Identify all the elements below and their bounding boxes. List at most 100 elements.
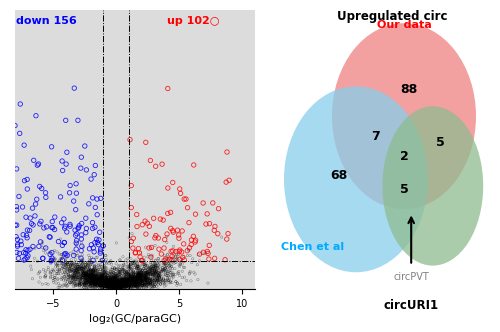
Point xyxy=(101,279,109,285)
Point xyxy=(112,280,120,285)
Point xyxy=(72,242,80,247)
Point xyxy=(144,272,152,277)
Point xyxy=(121,283,129,289)
Point xyxy=(72,277,80,282)
Point xyxy=(96,282,104,287)
Point xyxy=(94,283,102,288)
Point xyxy=(92,277,100,283)
Point xyxy=(98,283,106,288)
Point xyxy=(158,278,166,283)
Point xyxy=(138,278,145,283)
Point xyxy=(119,283,127,289)
Point xyxy=(121,275,129,281)
Point xyxy=(114,282,122,288)
Point xyxy=(140,261,148,266)
Point xyxy=(83,280,91,285)
Point xyxy=(78,266,86,271)
Point xyxy=(113,285,121,290)
Point xyxy=(94,277,102,283)
Point xyxy=(166,255,173,261)
Point xyxy=(110,274,118,279)
Point xyxy=(136,277,143,283)
Point xyxy=(80,279,88,284)
Point xyxy=(86,281,94,286)
Point xyxy=(142,284,150,290)
Point xyxy=(126,274,134,279)
Point xyxy=(50,268,58,273)
Point xyxy=(120,281,128,287)
Point xyxy=(124,278,132,283)
Point xyxy=(96,281,104,286)
Point xyxy=(112,286,120,291)
Point xyxy=(107,285,115,290)
Point xyxy=(121,281,129,287)
Point xyxy=(106,275,114,280)
Point xyxy=(161,264,169,269)
Point xyxy=(102,282,110,287)
Point xyxy=(88,276,96,281)
Point xyxy=(203,211,211,216)
Point xyxy=(115,284,123,289)
Point xyxy=(111,285,119,290)
Point xyxy=(112,275,120,280)
Point xyxy=(46,274,54,279)
Point xyxy=(152,273,160,279)
Point xyxy=(72,279,80,284)
Point xyxy=(210,228,218,233)
Point xyxy=(94,277,102,282)
Point xyxy=(100,281,108,286)
Point xyxy=(118,280,126,285)
Point xyxy=(149,282,157,287)
Point xyxy=(117,284,125,289)
Point xyxy=(98,278,106,284)
Point xyxy=(114,281,122,286)
Point xyxy=(134,280,142,286)
Point xyxy=(83,273,91,278)
Point xyxy=(88,277,96,283)
Point xyxy=(124,271,132,276)
Point xyxy=(130,270,138,276)
Point xyxy=(132,263,140,268)
Point xyxy=(78,276,86,281)
Point xyxy=(76,282,84,287)
Point xyxy=(64,275,72,280)
Point xyxy=(152,265,160,270)
Point xyxy=(116,282,124,287)
Point xyxy=(168,180,176,185)
Point xyxy=(140,270,148,275)
Point xyxy=(77,281,85,286)
Point xyxy=(76,278,84,284)
Point xyxy=(137,278,145,283)
Point xyxy=(62,262,70,267)
Point xyxy=(120,278,128,284)
Point xyxy=(86,271,94,277)
Point xyxy=(70,199,78,204)
Point xyxy=(143,279,151,284)
Point xyxy=(151,282,159,287)
Point xyxy=(100,275,108,281)
Point xyxy=(124,280,132,285)
Point xyxy=(74,265,82,270)
Point xyxy=(54,267,62,273)
Point xyxy=(50,280,58,285)
Point xyxy=(90,273,98,279)
Point xyxy=(123,278,131,283)
Point xyxy=(118,285,126,290)
Point xyxy=(117,283,125,288)
Point xyxy=(45,250,53,255)
Point xyxy=(133,275,141,280)
Point xyxy=(112,280,120,286)
Point xyxy=(86,275,94,280)
Point xyxy=(64,277,72,282)
Point xyxy=(146,275,154,281)
Point xyxy=(105,285,113,290)
Point xyxy=(99,243,107,249)
Point xyxy=(127,279,135,284)
Point xyxy=(169,248,177,254)
Point xyxy=(112,285,120,290)
Point xyxy=(102,269,110,274)
Point xyxy=(162,265,170,271)
Point xyxy=(124,267,132,272)
Point xyxy=(101,267,109,272)
Point xyxy=(24,227,32,233)
